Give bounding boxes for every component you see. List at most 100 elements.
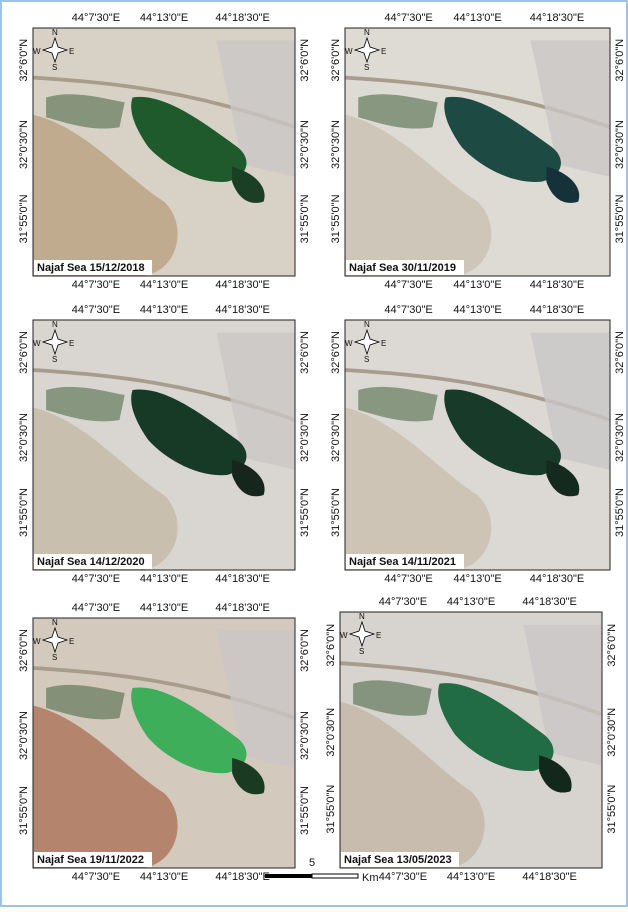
- compass-label: W: [340, 631, 348, 640]
- compass-label: N: [52, 618, 58, 627]
- panel-caption: Najaf Sea 14/12/2020: [37, 556, 145, 568]
- compass-label: S: [359, 647, 364, 656]
- compass-label: E: [69, 637, 74, 646]
- map-panel: N S E W Najaf Sea 14/11/2021 44°7'30"E 44°7'30…: [330, 304, 626, 585]
- panel-caption: Najaf Sea 19/11/2022: [37, 854, 144, 866]
- compass-label: E: [69, 47, 74, 56]
- latitude-label: 32°0'30"N: [299, 120, 311, 169]
- latitude-label: 31°55'0"N: [614, 488, 626, 537]
- longitude-label: 44°18'30"E: [522, 871, 576, 883]
- longitude-label: 44°13'0"E: [140, 573, 188, 585]
- compass-label: E: [69, 339, 74, 348]
- longitude-label: 44°13'0"E: [140, 12, 188, 24]
- compass-label: S: [364, 355, 369, 364]
- latitude-label: 32°6'0"N: [614, 39, 626, 82]
- compass-label: W: [345, 47, 353, 56]
- latitude-label: 32°0'30"N: [330, 413, 342, 462]
- longitude-label: 44°13'0"E: [453, 573, 501, 585]
- compass-label: N: [52, 320, 58, 329]
- compass-label: S: [52, 355, 57, 364]
- longitude-label: 44°13'0"E: [453, 279, 501, 291]
- compass-label: W: [345, 339, 353, 348]
- longitude-label: 44°13'0"E: [447, 871, 495, 883]
- latitude-label: 32°0'30"N: [18, 120, 30, 169]
- longitude-label: 44°18'30"E: [215, 573, 269, 585]
- compass-label: W: [33, 47, 41, 56]
- longitude-label: 44°7'30"E: [384, 304, 432, 316]
- satellite-image: [33, 28, 295, 276]
- compass-label: E: [381, 339, 386, 348]
- map-panel: NSEWNajaf Sea 15/12/201844°7'30"E44°7'30…: [18, 12, 311, 291]
- satellite-image: [340, 612, 602, 868]
- panel-caption: Najaf Sea 13/05/2023: [344, 854, 452, 866]
- longitude-label: 44°18'30"E: [530, 12, 584, 24]
- longitude-label: 44°18'30"E: [215, 304, 269, 316]
- longitude-label: 44°18'30"E: [215, 12, 269, 24]
- longitude-label: 44°7'30"E: [72, 304, 120, 316]
- longitude-label: 44°13'0"E: [140, 602, 188, 614]
- compass-label: E: [376, 631, 381, 640]
- longitude-label: 44°7'30"E: [379, 871, 427, 883]
- latitude-label: 32°0'30"N: [299, 413, 311, 462]
- latitude-label: 32°0'30"N: [18, 413, 30, 462]
- latitude-label: 31°55'0"N: [299, 786, 311, 835]
- longitude-label: 44°18'30"E: [215, 602, 269, 614]
- longitude-label: 44°7'30"E: [384, 573, 432, 585]
- longitude-label: 44°18'30"E: [530, 573, 584, 585]
- latitude-label: 31°55'0"N: [18, 194, 30, 243]
- longitude-label: 44°7'30"E: [72, 602, 120, 614]
- latitude-label: 31°55'0"N: [18, 488, 30, 537]
- latitude-label: 32°0'30"N: [299, 711, 311, 760]
- longitude-label: 44°13'0"E: [140, 304, 188, 316]
- compass-label: E: [381, 47, 386, 56]
- latitude-label: 32°6'0"N: [606, 624, 618, 667]
- compass-label: W: [33, 637, 41, 646]
- latitude-label: 32°6'0"N: [330, 331, 342, 374]
- longitude-label: 44°7'30"E: [72, 279, 120, 291]
- latitude-label: 31°55'0"N: [606, 785, 618, 834]
- longitude-label: 44°13'0"E: [140, 279, 188, 291]
- latitude-label: 32°6'0"N: [18, 331, 30, 374]
- panel-caption: Najaf Sea 14/11/2021: [349, 556, 456, 568]
- compass-label: N: [52, 28, 58, 37]
- latitude-label: 31°55'0"N: [299, 488, 311, 537]
- longitude-label: 44°18'30"E: [530, 304, 584, 316]
- compass-label: S: [52, 653, 57, 662]
- longitude-label: 44°13'0"E: [453, 12, 501, 24]
- panel-caption: Najaf Sea 15/12/2018: [37, 262, 145, 274]
- map-figure: 0 5 10 Km NSEWNajaf Sea 15/12/201844°7'3…: [0, 0, 628, 907]
- scale-tick: 5: [309, 857, 315, 869]
- compass-label: N: [359, 612, 365, 621]
- latitude-label: 32°6'0"N: [18, 629, 30, 672]
- longitude-label: 44°18'30"E: [215, 871, 269, 883]
- panel-caption: Najaf Sea 30/11/2019: [349, 262, 456, 274]
- latitude-label: 32°0'30"N: [18, 711, 30, 760]
- latitude-label: 32°6'0"N: [614, 331, 626, 374]
- latitude-label: 32°6'0"N: [299, 39, 311, 82]
- compass-label: N: [364, 320, 370, 329]
- compass-label: N: [364, 28, 370, 37]
- latitude-label: 31°55'0"N: [325, 785, 337, 834]
- longitude-label: 44°7'30"E: [72, 12, 120, 24]
- latitude-label: 32°0'30"N: [330, 120, 342, 169]
- longitude-label: 44°13'0"E: [447, 596, 495, 608]
- latitude-label: 32°0'30"N: [606, 708, 618, 757]
- satellite-image: [33, 618, 295, 868]
- longitude-label: 44°7'30"E: [384, 12, 432, 24]
- scale-unit: Km: [362, 872, 379, 884]
- longitude-label: 44°13'0"E: [453, 304, 501, 316]
- compass-label: W: [33, 339, 41, 348]
- satellite-image: [33, 320, 295, 570]
- map-panel: NSEWNajaf Sea 14/12/202044°7'30"E44°7'30…: [18, 304, 311, 585]
- latitude-label: 31°55'0"N: [299, 194, 311, 243]
- latitude-label: 32°6'0"N: [330, 39, 342, 82]
- satellite-image: [345, 28, 610, 276]
- latitude-label: 32°0'30"N: [614, 120, 626, 169]
- latitude-label: 32°6'0"N: [325, 624, 337, 667]
- latitude-label: 31°55'0"N: [18, 786, 30, 835]
- latitude-label: 31°55'0"N: [330, 194, 342, 243]
- latitude-label: 32°6'0"N: [18, 39, 30, 82]
- compass-label: S: [364, 63, 369, 72]
